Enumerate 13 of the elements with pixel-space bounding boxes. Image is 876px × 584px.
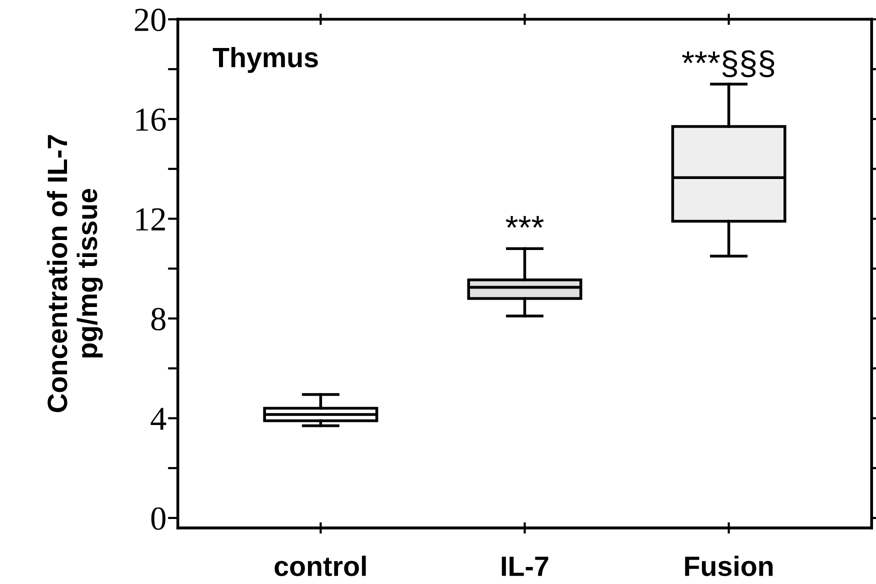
- x-tick-label: Fusion: [685, 556, 773, 576]
- y-tick-label: 16: [136, 108, 166, 131]
- y-tick-label: 4: [150, 408, 166, 430]
- y-tick-label: 0: [151, 507, 166, 530]
- y-tick-label: 12: [136, 208, 165, 230]
- text: Thymus: [212, 47, 318, 73]
- x-tick-label: control: [274, 556, 366, 576]
- y-tick-label: 8: [151, 308, 166, 330]
- x-tick-label: IL-7: [502, 556, 548, 576]
- annotation: ***: [506, 216, 544, 228]
- y-tick-label: 20: [134, 8, 166, 32]
- annotation: ***§§§: [682, 50, 774, 78]
- y-axis-title: Concentration of IL-7 pg/mg tissue: [46, 135, 103, 412]
